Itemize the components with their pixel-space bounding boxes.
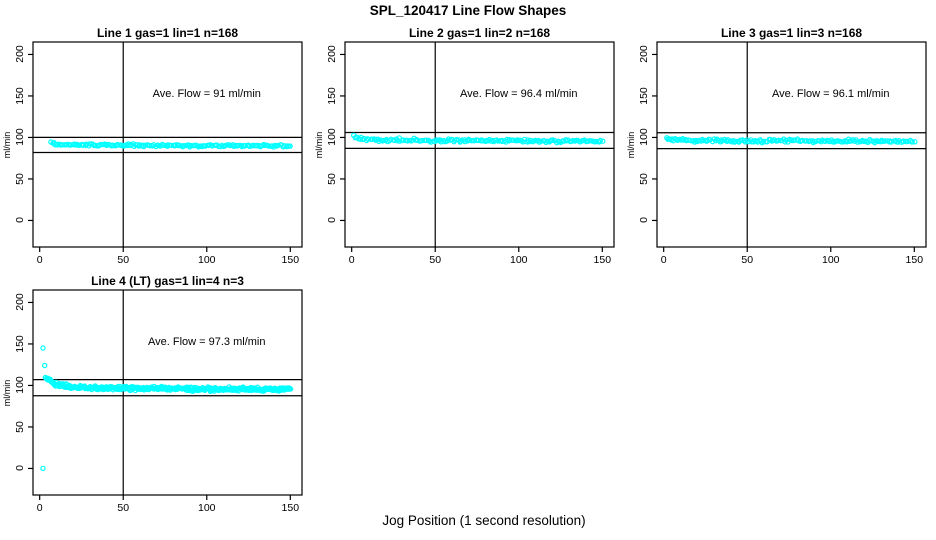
data-point bbox=[597, 137, 604, 144]
data-point bbox=[188, 142, 194, 149]
y-tick-label: 50 bbox=[326, 173, 338, 185]
data-point bbox=[475, 137, 482, 143]
y-axis-label: ml/min bbox=[314, 131, 324, 158]
data-points bbox=[48, 139, 293, 150]
panel-title: Line 4 (LT) gas=1 lin=4 n=3 bbox=[91, 274, 244, 288]
plot-box bbox=[344, 41, 615, 248]
figure-title: SPL_120417 Line Flow Shapes bbox=[369, 3, 567, 18]
data-point bbox=[909, 138, 915, 145]
x-tick-label: 150 bbox=[281, 254, 300, 266]
data-point bbox=[453, 136, 460, 143]
data-points bbox=[40, 345, 294, 472]
x-tick-label: 0 bbox=[36, 502, 43, 514]
y-tick-label: 100 bbox=[14, 128, 26, 147]
data-point bbox=[287, 386, 294, 392]
y-tick-label: 150 bbox=[326, 87, 338, 105]
x-tick-label: 0 bbox=[36, 254, 43, 266]
flow-annotation: Ave. Flow = 97.3 ml/min bbox=[148, 336, 266, 349]
y-tick-label: 200 bbox=[14, 45, 26, 64]
y-axis-label: ml/min bbox=[626, 131, 636, 158]
y-tick-label: 200 bbox=[326, 45, 338, 64]
data-point bbox=[266, 143, 272, 149]
flow-annotation: Ave. Flow = 96.4 ml/min bbox=[460, 88, 578, 101]
data-point bbox=[287, 143, 293, 149]
y-tick-label: 0 bbox=[14, 465, 26, 472]
y-tick-label: 50 bbox=[14, 173, 26, 185]
data-point bbox=[462, 138, 468, 145]
data-point bbox=[171, 143, 178, 149]
y-axis-label: ml/min bbox=[2, 379, 12, 406]
x-tick-label: 100 bbox=[197, 502, 216, 514]
data-point bbox=[693, 137, 699, 144]
data-point bbox=[879, 138, 886, 144]
y-tick-label: 50 bbox=[14, 421, 26, 433]
data-point bbox=[733, 138, 739, 144]
data-point bbox=[600, 138, 606, 144]
y-tick-label: 150 bbox=[14, 87, 26, 105]
data-point bbox=[115, 142, 121, 148]
y-tick-label: 150 bbox=[14, 335, 26, 353]
plot-box bbox=[656, 41, 927, 248]
plot-box bbox=[32, 289, 303, 496]
data-point bbox=[466, 136, 472, 142]
plot-box bbox=[32, 41, 303, 248]
data-point bbox=[760, 138, 767, 145]
data-point bbox=[423, 137, 430, 144]
x-tick-label: 100 bbox=[821, 254, 840, 266]
panel-title: Line 3 gas=1 lin=3 n=168 bbox=[720, 26, 863, 40]
x-tick-label: 50 bbox=[429, 254, 442, 266]
data-point bbox=[538, 138, 544, 144]
y-tick-label: 0 bbox=[638, 217, 650, 224]
data-point bbox=[789, 137, 795, 144]
y-tick-label: 100 bbox=[14, 376, 26, 395]
x-tick-label: 100 bbox=[197, 254, 216, 266]
data-point bbox=[912, 139, 918, 145]
y-tick-label: 200 bbox=[638, 45, 650, 64]
y-tick-label: 200 bbox=[14, 293, 26, 312]
data-point bbox=[40, 345, 46, 351]
flow-annotation: Ave. Flow = 91 ml/min bbox=[152, 88, 261, 101]
y-tick-label: 100 bbox=[326, 128, 338, 147]
y-tick-label: 0 bbox=[14, 217, 26, 224]
data-point bbox=[852, 138, 858, 144]
x-tick-label: 50 bbox=[117, 502, 130, 514]
data-point bbox=[40, 465, 46, 472]
flow-annotation: Ave. Flow = 96.1 ml/min bbox=[772, 88, 890, 101]
x-tick-label: 100 bbox=[509, 254, 528, 266]
panel-title: Line 1 gas=1 lin=1 n=168 bbox=[96, 26, 239, 40]
data-point bbox=[699, 136, 706, 143]
data-point bbox=[480, 138, 486, 144]
data-point bbox=[900, 138, 907, 144]
x-tick-label: 50 bbox=[741, 254, 754, 266]
y-tick-label: 150 bbox=[638, 87, 650, 105]
x-tick-label: 150 bbox=[281, 502, 300, 514]
data-point bbox=[365, 136, 372, 142]
y-axis-label: ml/min bbox=[2, 131, 12, 158]
data-points bbox=[664, 135, 918, 146]
x-tick-label: 0 bbox=[348, 254, 355, 266]
data-points bbox=[351, 132, 606, 146]
x-tick-label: 0 bbox=[660, 254, 667, 266]
x-tick-label: 50 bbox=[117, 254, 130, 266]
x-tick-label: 150 bbox=[593, 254, 612, 266]
panel-title: Line 2 gas=1 lin=2 n=168 bbox=[408, 26, 551, 40]
y-tick-label: 50 bbox=[638, 173, 650, 185]
data-point bbox=[42, 362, 48, 369]
y-tick-label: 100 bbox=[638, 128, 650, 147]
x-tick-label: 150 bbox=[905, 254, 924, 266]
data-point bbox=[718, 137, 725, 143]
data-point bbox=[86, 141, 93, 147]
data-point bbox=[506, 136, 513, 143]
x-axis-label: Jog Position (1 second resolution) bbox=[382, 513, 586, 528]
y-tick-label: 0 bbox=[326, 217, 338, 224]
